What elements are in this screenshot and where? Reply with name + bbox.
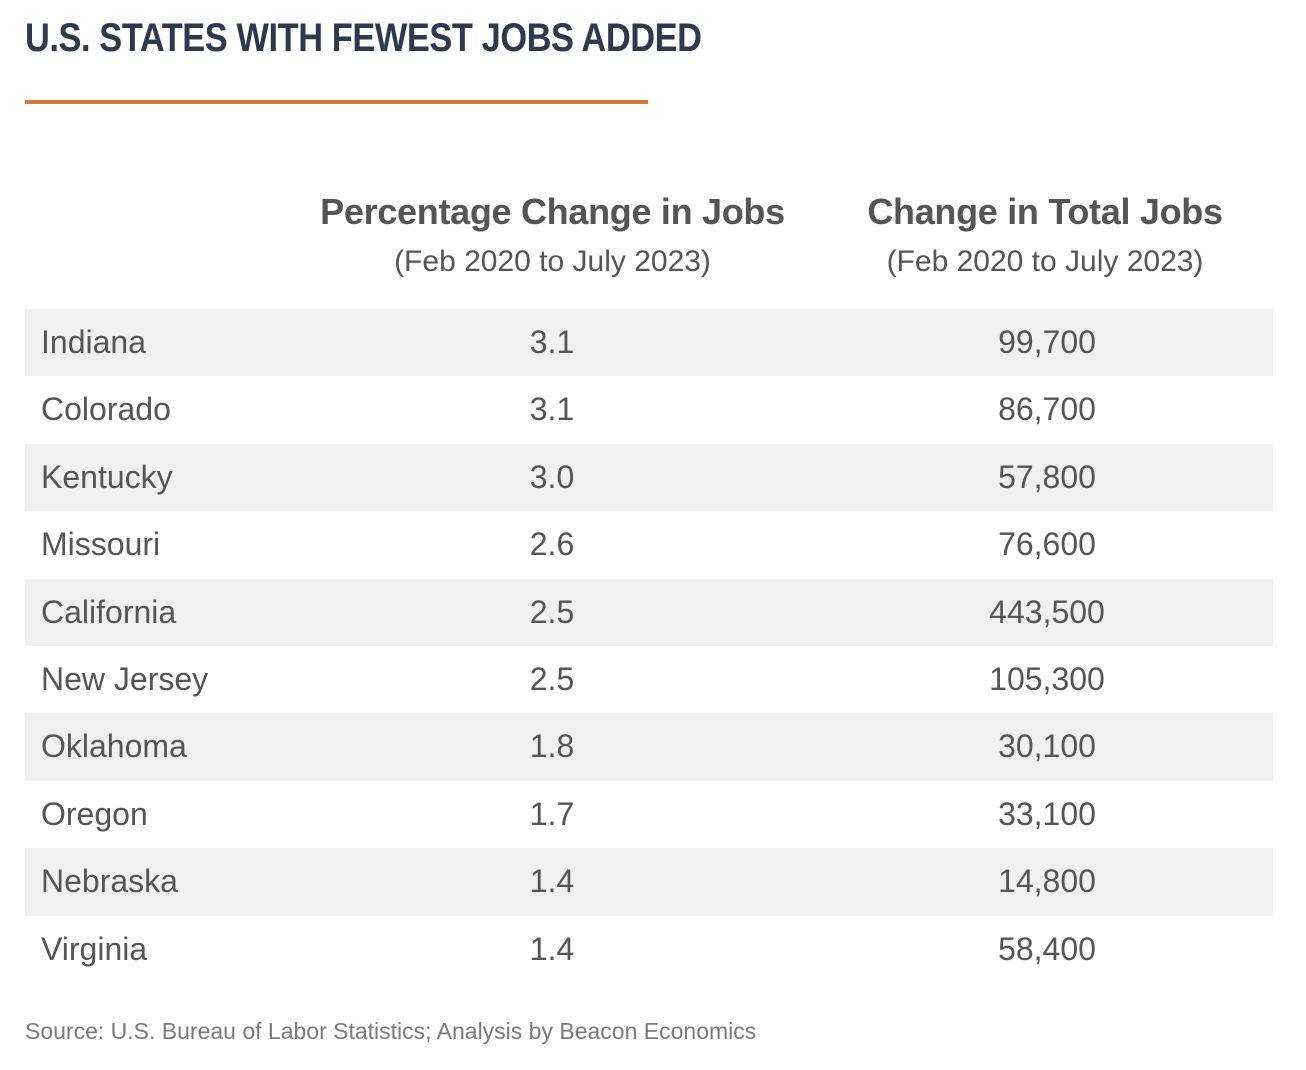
column-header-total: Change in Total Jobs (Feb 2020 to July 2… — [820, 190, 1270, 282]
percentage-cell: 2.6 — [529, 526, 575, 563]
state-cell: California — [41, 593, 177, 630]
total-jobs-cell: 99,700 — [998, 324, 1096, 360]
column-header-total-title: Change in Total Jobs — [867, 191, 1223, 232]
total-jobs-cell: 30,100 — [998, 728, 1096, 765]
percentage-cell: 1.7 — [529, 795, 575, 832]
title-underline — [25, 100, 648, 104]
source-note: Source: U.S. Bureau of Labor Statistics;… — [25, 1018, 757, 1044]
percentage-cell: 2.5 — [529, 660, 575, 697]
percentage-cell: 3.1 — [529, 324, 575, 360]
table-row: Virginia 1.4 58,400 — [25, 916, 1273, 983]
table-row: New Jersey 2.5 105,300 — [25, 646, 1273, 713]
table-row: Nebraska 1.4 14,800 — [25, 848, 1273, 916]
state-cell: Virginia — [41, 930, 148, 967]
percentage-cell: 1.4 — [529, 863, 575, 900]
percentage-cell: 3.0 — [529, 458, 575, 495]
column-header-total-subtitle: (Feb 2020 to July 2023) — [886, 245, 1204, 278]
state-cell: Nebraska — [41, 863, 178, 900]
state-cell: Kentucky — [41, 458, 173, 495]
total-jobs-cell: 57,800 — [998, 458, 1096, 495]
percentage-cell: 3.1 — [529, 391, 575, 428]
state-cell: Oregon — [41, 795, 148, 832]
table-row: Colorado 3.1 86,700 — [25, 376, 1273, 443]
percentage-cell: 1.4 — [529, 930, 575, 967]
total-jobs-cell: 58,400 — [998, 930, 1096, 967]
total-jobs-cell: 105,300 — [989, 660, 1105, 697]
state-cell: Indiana — [41, 324, 146, 360]
total-jobs-cell: 443,500 — [989, 593, 1105, 630]
table-row: Oregon 1.7 33,100 — [25, 781, 1273, 848]
chart-title: U.S. STATES WITH FEWEST JOBS ADDED — [25, 16, 702, 60]
total-jobs-cell: 14,800 — [998, 863, 1096, 900]
column-header-percentage: Percentage Change in Jobs (Feb 2020 to J… — [290, 190, 815, 282]
table-row: Oklahoma 1.8 30,100 — [25, 713, 1273, 781]
data-table: Indiana 3.1 99,700 Colorado 3.1 86,700 Kentuck… — [25, 309, 1273, 983]
percentage-cell: 2.5 — [529, 593, 575, 630]
column-header-percentage-title: Percentage Change in Jobs — [320, 191, 785, 232]
column-header-percentage-subtitle: (Feb 2020 to July 2023) — [394, 245, 711, 278]
percentage-cell: 1.8 — [529, 728, 575, 765]
state-cell: Missouri — [41, 526, 161, 563]
table-row: Indiana 3.1 99,700 — [25, 309, 1273, 377]
state-cell: New Jersey — [41, 660, 209, 697]
state-cell: Oklahoma — [41, 728, 187, 765]
total-jobs-cell: 86,700 — [998, 391, 1096, 428]
table-row: Missouri 2.6 76,600 — [25, 511, 1273, 578]
table-row: California 2.5 443,500 — [25, 578, 1273, 646]
total-jobs-cell: 76,600 — [998, 526, 1096, 563]
state-cell: Colorado — [41, 391, 171, 428]
total-jobs-cell: 33,100 — [998, 795, 1096, 832]
table-row: Kentucky 3.0 57,800 — [25, 443, 1273, 512]
